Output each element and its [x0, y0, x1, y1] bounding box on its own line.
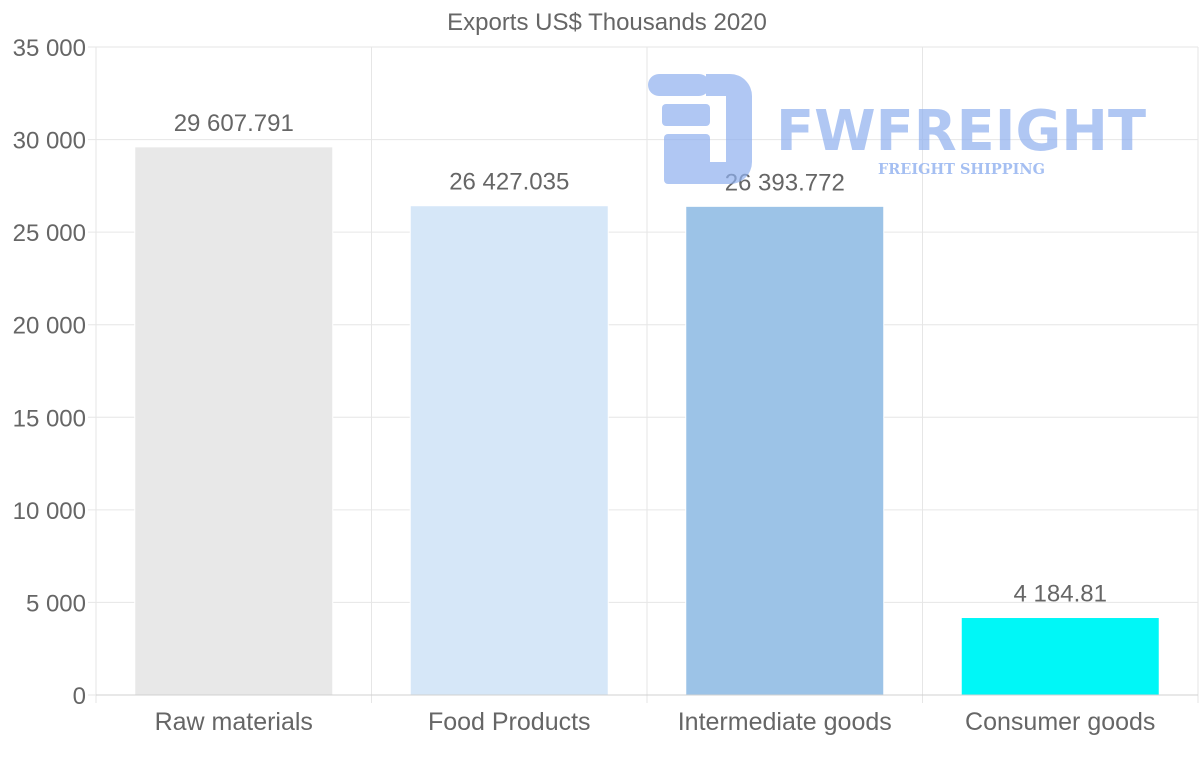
- x-tick-label: Consumer goods: [965, 708, 1155, 736]
- x-tick-label: Intermediate goods: [678, 708, 892, 736]
- watermark-logo-icon: [648, 74, 752, 184]
- y-tick-label: 25 000: [13, 220, 86, 247]
- y-tick-label: 0: [73, 683, 86, 710]
- data-label: 26 427.035: [449, 169, 569, 196]
- watermark-tagline: FREIGHT SHIPPING: [878, 160, 1045, 178]
- watermark-brand: FWFREIGHT: [776, 99, 1146, 164]
- x-tick-label: Food Products: [428, 708, 591, 736]
- grid-layer: 0 5 000 10 000 15 000 20 000 25 000 30 000 35 0…: [13, 35, 1199, 710]
- y-tick-label: 15 000: [13, 405, 86, 432]
- watermark: FWFREIGHT FREIGHT SHIPPING: [648, 74, 1146, 184]
- data-label: 29 607.791: [174, 110, 294, 137]
- y-tick-label: 30 000: [13, 128, 86, 155]
- chart-title: Exports US$ Thousands 2020: [447, 9, 767, 36]
- x-tick-label: Raw materials: [155, 708, 313, 736]
- bar-food-products[interactable]: [409, 205, 609, 696]
- y-tick-label: 10 000: [13, 498, 86, 525]
- y-tick-label: 35 000: [13, 35, 86, 62]
- bar-layer: 29 607.791 Raw materials 26 427.035 Food Pr…: [96, 110, 1198, 736]
- data-label: 4 184.81: [1014, 581, 1107, 608]
- bar-raw-materials[interactable]: [134, 146, 334, 696]
- y-tick-label: 20 000: [13, 313, 86, 340]
- bar-consumer-goods[interactable]: [960, 617, 1160, 696]
- bar-intermediate-goods[interactable]: [685, 205, 885, 696]
- y-tick-label: 5 000: [26, 590, 86, 617]
